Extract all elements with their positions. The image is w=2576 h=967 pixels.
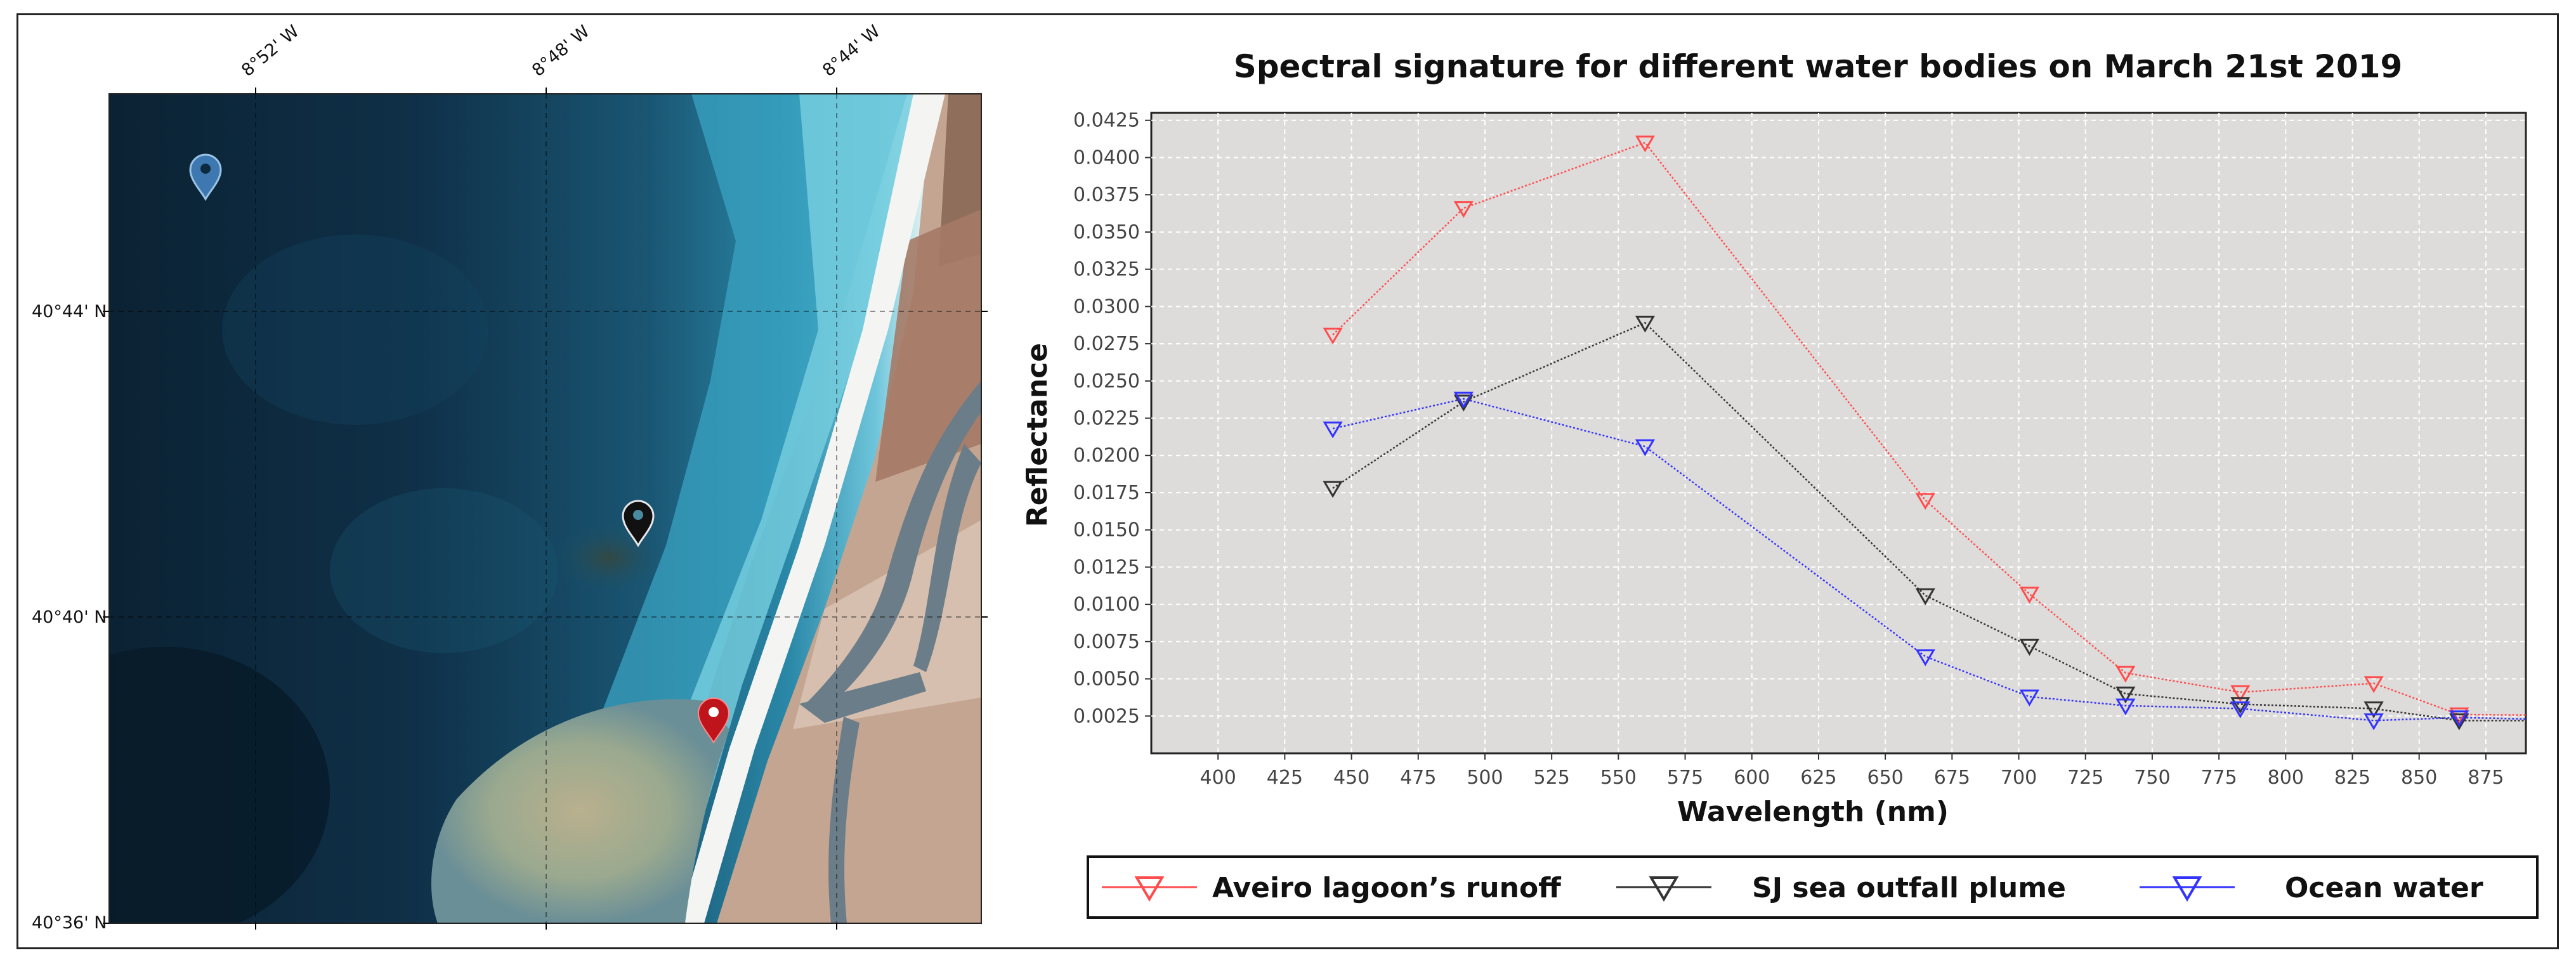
x-tick-label: 475: [1400, 767, 1436, 789]
x-tick-label: 875: [2468, 767, 2504, 789]
data-point: [2449, 707, 2469, 725]
map-graticule: [109, 94, 981, 923]
data-point: [1915, 649, 1935, 666]
x-tick-label: 700: [2001, 767, 2037, 789]
legend-label-sj-outfall: SJ sea outfall plume: [1752, 872, 2066, 904]
data-point: [2019, 587, 2039, 604]
legend-marker: [2172, 876, 2202, 902]
lat-tick-label: 40°44' N: [32, 302, 107, 321]
data-point: [1323, 481, 1343, 498]
x-tick-label: 575: [1667, 767, 1703, 789]
y-tick-label: 0.0050: [1073, 668, 1140, 691]
chart-legend: Aveiro lagoon’s runoff SJ sea outfall pl…: [1087, 855, 2539, 919]
data-point: [2115, 665, 2136, 683]
data-point: [1635, 439, 1656, 457]
y-tick-label: 0.0250: [1073, 370, 1140, 393]
y-tick-label: 0.0225: [1073, 408, 1140, 430]
y-tick-label: 0.0400: [1073, 146, 1140, 169]
data-point: [1915, 493, 1935, 510]
data-point: [1453, 394, 1474, 412]
x-tick-label: 600: [1734, 767, 1770, 789]
x-tick-label: 850: [2401, 767, 2437, 789]
data-point: [1915, 588, 1935, 606]
data-point: [1453, 201, 1474, 218]
satellite-map: [103, 88, 988, 930]
data-point: [1323, 421, 1343, 439]
data-point: [2019, 689, 2039, 707]
legend-marker: [1649, 876, 1679, 902]
data-point: [1453, 391, 1474, 409]
data-point: [2449, 713, 2469, 730]
y-tick-label: 0.0350: [1073, 221, 1140, 243]
ocean-water-marker[interactable]: [189, 153, 222, 202]
series-1: [1323, 315, 2526, 730]
chart-title: Spectral signature for different water b…: [1234, 48, 2403, 85]
data-point: [1323, 327, 1343, 345]
data-point: [2115, 686, 2136, 704]
y-tick-label: 0.0275: [1073, 333, 1140, 355]
legend-label-aveiro: Aveiro lagoon’s runoff: [1212, 872, 1561, 904]
figure-frame: [16, 13, 2559, 949]
data-point: [2364, 701, 2384, 718]
plot-area: [1150, 112, 2527, 755]
sj-outfall-marker[interactable]: [622, 500, 655, 548]
x-tick-label: 550: [1600, 767, 1637, 789]
y-tick-label: 0.0425: [1073, 110, 1140, 132]
x-tick-label: 750: [2134, 767, 2170, 789]
x-tick-label: 800: [2268, 767, 2304, 789]
lat-tick-label: 40°36' N: [32, 913, 107, 933]
series-line: [1332, 141, 2526, 716]
series-0: [1323, 135, 2526, 725]
x-tick-label: 725: [2067, 767, 2103, 789]
y-tick-label: 0.0025: [1073, 705, 1140, 727]
axis-layer: 400 425 450 475 500 525 550 575 600 625 650 675 700 7…: [1073, 110, 2504, 789]
grid-layer: [1151, 113, 2526, 753]
data-point: [2019, 639, 2039, 656]
data-point: [2115, 698, 2136, 716]
lat-tick-label: 40°40' N: [32, 607, 107, 627]
y-tick-label: 0.0300: [1073, 295, 1140, 318]
series-line: [1332, 321, 2526, 722]
series-2: [1323, 391, 2526, 730]
map-panel: 8°52' W 8°48' W 8°44' W 40°44' N 40°40' …: [0, 0, 1040, 964]
x-tick-label: 500: [1467, 767, 1503, 789]
series-layer: [1323, 135, 2526, 730]
x-axis-label: Wavelength (nm): [1677, 796, 1949, 828]
y-tick-label: 0.0200: [1073, 445, 1140, 467]
y-tick-label: 0.0125: [1073, 556, 1140, 578]
x-tick-label: 775: [2200, 767, 2237, 789]
data-point: [2230, 697, 2251, 714]
legend-label-ocean: Ocean water: [2285, 872, 2483, 904]
data-point: [2364, 676, 2384, 693]
y-tick-label: 0.0150: [1073, 519, 1140, 542]
aveiro-runoff-marker[interactable]: [697, 698, 730, 744]
data-point: [1635, 315, 1656, 333]
x-tick-label: 425: [1267, 767, 1303, 789]
data-point: [2230, 701, 2251, 718]
x-tick-label: 400: [1200, 767, 1236, 789]
legend-marker: [1134, 876, 1165, 902]
x-tick-label: 625: [1800, 767, 1836, 789]
x-tick-label: 825: [2334, 767, 2370, 789]
legend-symbols: [1102, 876, 2235, 902]
data-point: [2449, 710, 2469, 727]
y-tick-label: 0.0325: [1073, 259, 1140, 281]
data-point: [2364, 713, 2384, 730]
data-point: [2230, 685, 2251, 703]
y-tick-label: 0.0175: [1073, 482, 1140, 504]
y-axis-label: Reflectance: [1021, 343, 1054, 527]
x-tick-label: 675: [1934, 767, 1970, 789]
y-tick-label: 0.0100: [1073, 594, 1140, 616]
y-tick-label: 0.0075: [1073, 631, 1140, 653]
data-point: [1635, 135, 1656, 153]
x-tick-label: 525: [1534, 767, 1570, 789]
y-tick-label: 0.0375: [1073, 184, 1140, 206]
x-tick-label: 650: [1867, 767, 1904, 789]
x-tick-label: 450: [1333, 767, 1370, 789]
